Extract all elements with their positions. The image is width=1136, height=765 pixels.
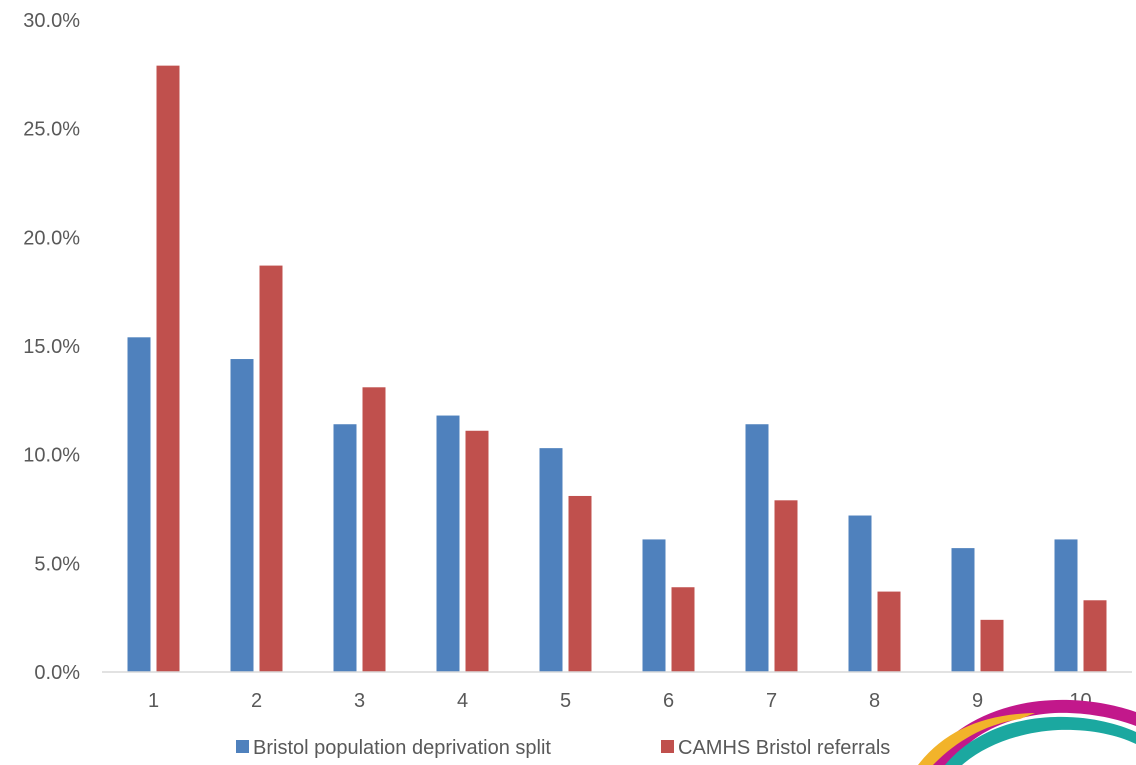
y-tick-label: 10.0%	[23, 445, 80, 467]
logo-arc-inner	[970, 735, 1136, 765]
x-tick-label: 2	[251, 690, 262, 712]
legend-label: CAMHS Bristol referrals	[678, 737, 890, 759]
bar-population-7	[745, 424, 769, 672]
bar-referrals-3	[362, 387, 386, 672]
bar-population-5	[539, 448, 563, 672]
legend: Bristol population deprivation split CAMH…	[236, 737, 890, 759]
x-tick-label: 7	[766, 690, 777, 712]
bar-referrals-7	[774, 500, 798, 672]
y-tick-label: 15.0%	[23, 336, 80, 358]
y-tick-label: 20.0%	[23, 227, 80, 249]
bar-population-1	[127, 337, 151, 672]
bar-population-2	[230, 359, 254, 672]
bar-referrals-6	[671, 587, 695, 672]
y-tick-label: 30.0%	[23, 10, 80, 32]
bar-population-3	[333, 424, 357, 672]
x-tick-label: 1	[148, 690, 159, 712]
x-tick-label: 3	[354, 690, 365, 712]
x-tick-label: 6	[663, 690, 674, 712]
logo-arc-teal	[945, 716, 1136, 765]
legend-swatch	[661, 740, 674, 753]
bars	[127, 65, 1107, 672]
y-tick-label: 25.0%	[23, 119, 80, 141]
bar-population-9	[951, 548, 975, 672]
bar-referrals-4	[465, 430, 489, 672]
y-axis-tick-labels: 0.0% 5.0% 10.0% 15.0% 20.0% 25.0% 30.0%	[23, 10, 80, 684]
x-axis-tick-labels: 12345678910	[148, 690, 1092, 712]
x-tick-label: 5	[560, 690, 571, 712]
bar-referrals-2	[259, 265, 283, 672]
logo-arc-decoration	[918, 699, 1136, 765]
bar-population-10	[1054, 539, 1078, 672]
x-tick-label: 9	[972, 690, 983, 712]
bar-population-6	[642, 539, 666, 672]
y-tick-label: 0.0%	[34, 662, 80, 684]
bar-referrals-8	[877, 591, 901, 672]
bar-referrals-1	[156, 65, 180, 672]
x-tick-label: 4	[457, 690, 468, 712]
legend-label: Bristol population deprivation split	[253, 737, 551, 759]
x-tick-label: 8	[869, 690, 880, 712]
bar-referrals-5	[568, 495, 592, 672]
bar-population-4	[436, 415, 460, 672]
y-tick-label: 5.0%	[34, 553, 80, 575]
bar-population-8	[848, 515, 872, 672]
logo-arc-yellow	[918, 713, 1035, 765]
legend-swatch	[236, 740, 249, 753]
bar-referrals-9	[980, 619, 1004, 672]
bar-referrals-10	[1083, 600, 1107, 672]
